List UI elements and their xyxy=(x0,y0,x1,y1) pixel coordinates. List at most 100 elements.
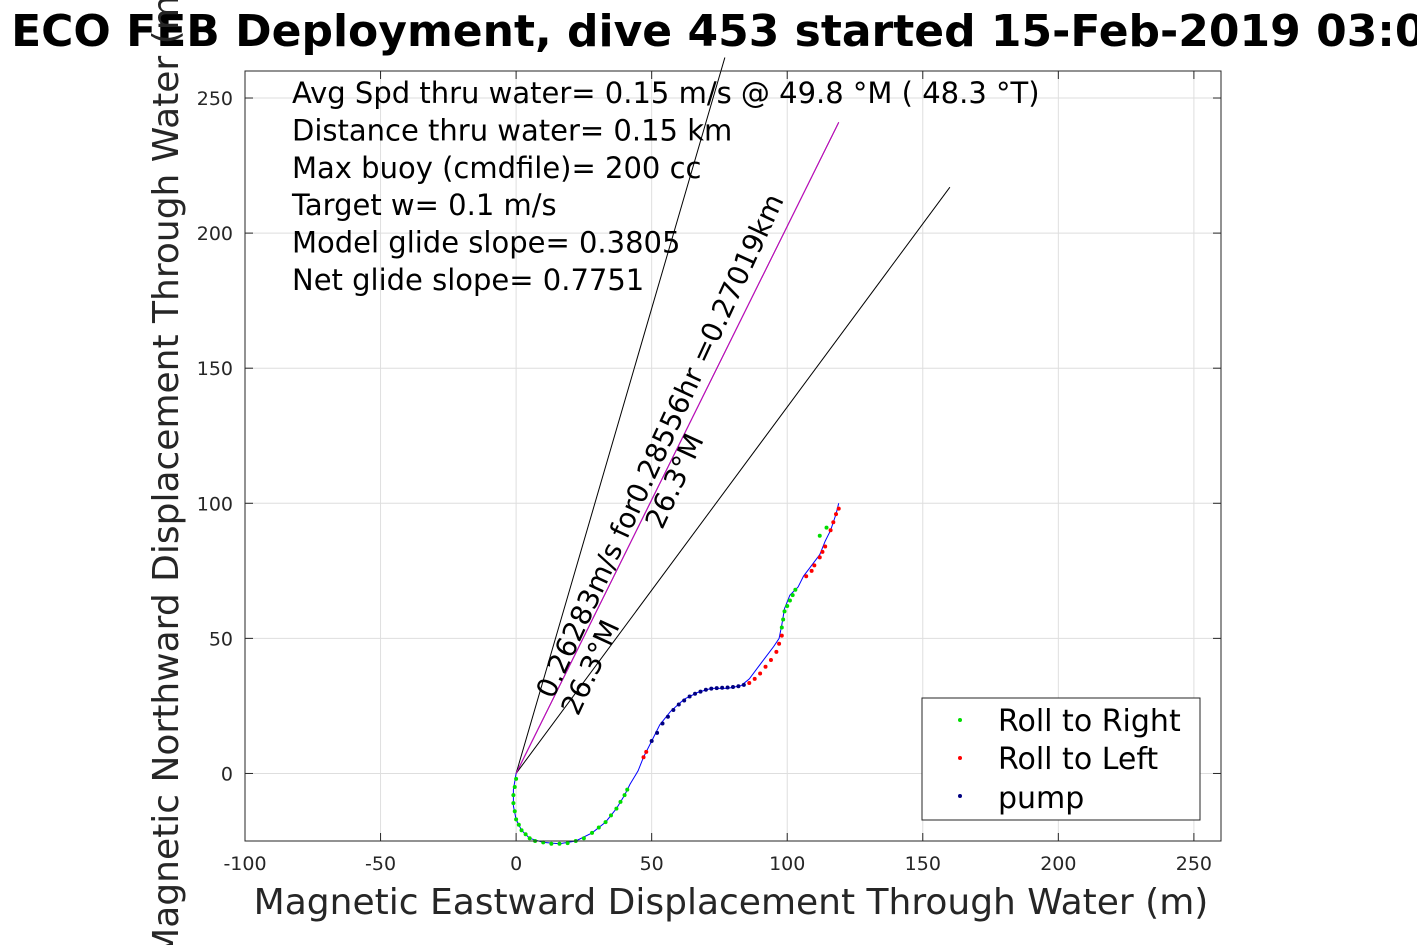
y-tick-label: 250 xyxy=(197,88,233,110)
data-point xyxy=(824,525,829,530)
data-point xyxy=(609,813,613,818)
data-point xyxy=(514,817,519,822)
data-point xyxy=(527,836,532,841)
data-point xyxy=(655,730,660,735)
data-point xyxy=(793,587,798,592)
data-point xyxy=(614,806,619,811)
data-point xyxy=(752,676,757,681)
data-point xyxy=(549,841,554,846)
data-point xyxy=(565,841,570,846)
legend-roll-left-label: Roll to Left xyxy=(998,742,1158,777)
x-tick-label: -100 xyxy=(223,853,266,875)
info-line: Net glide slope= 0.7751 xyxy=(292,263,644,297)
data-point xyxy=(774,649,779,654)
legend-pump-label: pump xyxy=(998,781,1084,816)
data-point xyxy=(557,841,562,846)
data-point xyxy=(836,506,841,511)
y-tick-label: 200 xyxy=(197,223,233,245)
axis-ticks: -100 -50 0 50 100 150 200 250 0 50 100 150 200 250 xyxy=(197,71,1221,875)
data-point xyxy=(644,749,649,754)
data-point xyxy=(725,685,730,690)
data-point xyxy=(787,598,792,603)
legend-roll-left-marker xyxy=(958,756,962,760)
data-point xyxy=(523,832,528,837)
data-point xyxy=(828,528,833,533)
data-point xyxy=(747,680,752,685)
data-point xyxy=(817,555,822,560)
x-tick-label: 150 xyxy=(905,853,941,875)
data-point xyxy=(736,684,741,689)
data-point xyxy=(790,593,795,598)
y-tick-label: 100 xyxy=(197,493,233,515)
data-point xyxy=(812,563,817,568)
data-point xyxy=(625,787,630,792)
data-point xyxy=(779,625,784,630)
data-point xyxy=(820,549,825,554)
data-point xyxy=(804,574,809,579)
legend-roll-right-label: Roll to Right xyxy=(998,704,1181,739)
data-point xyxy=(834,512,839,517)
y-axis-label: Magnetic Northward Displacement Through … xyxy=(146,0,187,945)
x-tick-label: 0 xyxy=(510,853,522,875)
legend-box xyxy=(921,697,1201,821)
data-point xyxy=(720,685,725,690)
chart-title: LTER ECO FEB Deployment, dive 453 starte… xyxy=(0,6,1417,57)
data-points xyxy=(511,506,841,846)
legend-roll-right-marker xyxy=(958,718,962,722)
data-point xyxy=(590,830,595,835)
data-point xyxy=(782,609,787,614)
data-point xyxy=(781,617,786,622)
data-point xyxy=(671,707,676,712)
data-point xyxy=(649,739,654,744)
x-axis-label: Magnetic Eastward Displacement Through W… xyxy=(254,882,1209,923)
info-line: Distance thru water= 0.15 km xyxy=(292,113,732,147)
data-point xyxy=(511,793,516,798)
data-point xyxy=(660,721,665,726)
data-point xyxy=(514,776,519,781)
reference-lines xyxy=(515,57,951,774)
data-point xyxy=(687,694,692,699)
data-point xyxy=(596,825,601,830)
x-tick-label: 250 xyxy=(1176,853,1212,875)
info-line: Target w= 0.1 m/s xyxy=(291,188,557,222)
data-point xyxy=(512,809,517,814)
data-point xyxy=(709,686,714,691)
reference-line xyxy=(515,186,951,774)
data-point xyxy=(512,784,517,789)
legend-pump-marker xyxy=(958,794,962,798)
y-tick-label: 150 xyxy=(197,358,233,380)
info-line: Max buoy (cmdfile)= 200 cc xyxy=(292,151,701,185)
data-point xyxy=(519,828,524,833)
data-point xyxy=(714,686,719,691)
data-point xyxy=(817,533,822,538)
data-point xyxy=(823,544,828,549)
data-point xyxy=(622,793,627,798)
data-point xyxy=(785,603,790,608)
data-point xyxy=(581,836,586,841)
data-point xyxy=(703,687,708,692)
data-point xyxy=(809,568,814,573)
x-tick-label: 100 xyxy=(769,853,805,875)
heading-line-magenta xyxy=(515,122,840,774)
data-point xyxy=(731,685,735,689)
data-point xyxy=(758,671,763,676)
y-tick-label: 0 xyxy=(221,763,233,785)
reference-line xyxy=(515,57,726,774)
data-point xyxy=(665,714,670,719)
x-tick-label: 200 xyxy=(1040,853,1076,875)
info-line: Model glide slope= 0.3805 xyxy=(292,226,680,260)
data-point xyxy=(741,682,746,687)
plot-area: -100 -50 0 50 100 150 200 250 0 50 100 150 200 250 Av… xyxy=(197,57,1222,875)
data-point xyxy=(779,633,784,638)
data-point xyxy=(603,820,608,825)
data-point xyxy=(698,689,703,694)
data-point xyxy=(693,691,698,696)
data-point xyxy=(763,664,768,669)
data-point xyxy=(676,702,681,707)
data-point xyxy=(511,801,516,806)
data-point xyxy=(777,641,782,646)
data-point xyxy=(682,698,687,703)
data-point xyxy=(516,822,521,827)
plot-frame xyxy=(244,70,1222,842)
